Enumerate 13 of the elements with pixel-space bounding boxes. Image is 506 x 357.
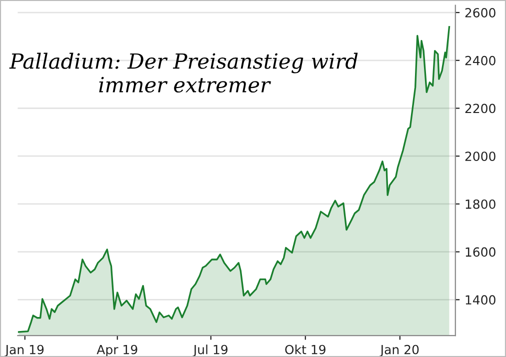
annotation: Palladium: Der Preisanstieg wird immer extremer	[9, 52, 358, 93]
x-tick-label: Apr 19	[96, 344, 138, 357]
y-tick-label: 2400	[465, 56, 496, 66]
y-tick-label: 2200	[465, 104, 496, 114]
y-tick-label: 2000	[465, 152, 496, 162]
x-tick-label: Jul 19	[192, 344, 228, 357]
x-tick-label: Jan 19	[4, 344, 44, 357]
x-tick-label: Jan 20	[380, 344, 419, 357]
x-tick-label: Okt 19	[285, 344, 326, 354]
y-tick-label: 1800	[466, 199, 496, 209]
y-tick-label: 1600	[466, 247, 496, 257]
y-tick-label: 1400	[466, 295, 496, 305]
y-tick-label: 2600	[465, 8, 496, 18]
